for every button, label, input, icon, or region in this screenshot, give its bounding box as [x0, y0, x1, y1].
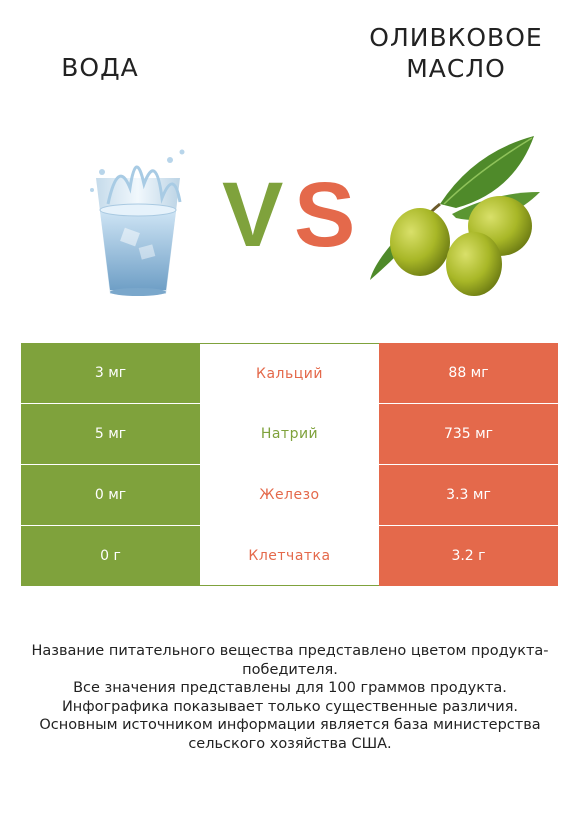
vs-letter-s: S — [294, 164, 356, 266]
nutrient-name: Кальций — [200, 343, 379, 403]
water-glass-image — [90, 149, 185, 296]
table-row: 5 мг Натрий 735 мг — [21, 404, 558, 465]
footer-line: Название питательного вещества представл… — [31, 643, 549, 678]
right-food-title: Оливковое масло — [369, 23, 543, 83]
nutrient-name: Железо — [200, 465, 379, 525]
left-value: 5 мг — [21, 404, 200, 464]
olives-image — [370, 136, 540, 296]
left-value: 0 мг — [21, 465, 200, 525]
footer-line: Инфографика показывает только существенн… — [61, 698, 519, 715]
table-row: 3 мг Кальций 88 мг — [21, 343, 558, 404]
footer-line: Все значения представлены для 100 граммо… — [73, 680, 507, 696]
left-value: 3 мг — [21, 343, 200, 403]
table-row: 0 г Клетчатка 3.2 г — [21, 526, 558, 586]
right-value: 88 мг — [379, 343, 558, 403]
right-value: 3.2 г — [379, 526, 558, 586]
footer-line: Основным источником информации является … — [39, 717, 541, 752]
nutrient-name: Клетчатка — [200, 526, 379, 586]
left-food-title: Вода — [61, 53, 139, 82]
table-row: 0 мг Железо 3.3 мг — [21, 465, 558, 526]
nutrient-comparison-table: 3 мг Кальций 88 мг 5 мг Натрий 735 мг 0 … — [21, 343, 558, 586]
right-value: 3.3 мг — [379, 465, 558, 525]
vs-letter-v: V — [222, 164, 284, 266]
nutrient-name: Натрий — [200, 404, 379, 464]
left-value: 0 г — [21, 526, 200, 586]
right-value: 735 мг — [379, 404, 558, 464]
footer-notes: Название питательного вещества представл… — [10, 642, 570, 753]
